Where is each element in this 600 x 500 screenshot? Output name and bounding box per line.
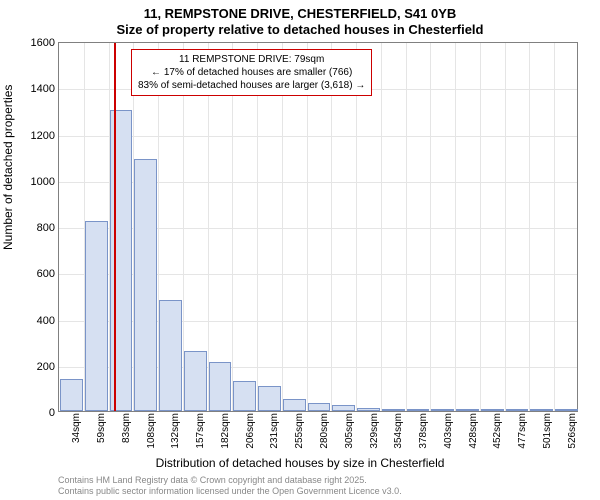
gridline-vertical [208, 43, 209, 411]
plot-area: 0200400600800100012001400160034sqm59sqm8… [58, 42, 578, 412]
x-tick-label: 34sqm [71, 413, 82, 443]
histogram-bar [233, 381, 256, 411]
histogram-bar [456, 409, 479, 411]
chart-title-sub: Size of property relative to detached ho… [0, 22, 600, 37]
histogram-bar [555, 409, 578, 411]
gridline-horizontal [59, 136, 577, 137]
gridline-vertical [381, 43, 382, 411]
x-tick-label: 477sqm [517, 413, 528, 449]
y-tick-label: 1600 [31, 37, 55, 49]
histogram-bar [60, 379, 83, 411]
x-tick-label: 255sqm [294, 413, 305, 449]
gridline-vertical [257, 43, 258, 411]
gridline-vertical [480, 43, 481, 411]
gridline-vertical [406, 43, 407, 411]
x-tick-label: 280sqm [319, 413, 330, 449]
histogram-bar [159, 300, 182, 411]
histogram-bar [258, 386, 281, 411]
gridline-vertical [356, 43, 357, 411]
marker-line [114, 43, 116, 411]
y-tick-label: 0 [49, 407, 55, 419]
histogram-bar [481, 409, 504, 411]
x-tick-label: 231sqm [269, 413, 280, 449]
x-tick-label: 305sqm [344, 413, 355, 449]
histogram-bar [134, 159, 157, 411]
histogram-bar [283, 399, 306, 411]
histogram-bar [184, 351, 207, 411]
annotation-line-3: 83% of semi-detached houses are larger (… [138, 79, 365, 92]
y-tick-label: 200 [37, 361, 55, 373]
histogram-bar [85, 221, 108, 411]
histogram-bar [382, 409, 405, 411]
annotation-box: 11 REMPSTONE DRIVE: 79sqm ← 17% of detac… [131, 49, 372, 96]
y-tick-label: 1000 [31, 176, 55, 188]
x-tick-label: 157sqm [195, 413, 206, 449]
x-tick-label: 83sqm [121, 413, 132, 443]
y-tick-label: 1200 [31, 130, 55, 142]
gridline-vertical [307, 43, 308, 411]
x-tick-label: 329sqm [369, 413, 380, 449]
gridline-vertical [331, 43, 332, 411]
x-axis-label: Distribution of detached houses by size … [0, 456, 600, 470]
histogram-bar [506, 409, 529, 411]
gridline-vertical [529, 43, 530, 411]
histogram-bar [407, 409, 430, 411]
x-tick-label: 378sqm [418, 413, 429, 449]
gridline-vertical [505, 43, 506, 411]
y-axis-label: Number of detached properties [1, 85, 15, 250]
copyright-line-2: Contains public sector information licen… [58, 486, 402, 498]
histogram-bar [431, 409, 454, 411]
y-tick-label: 600 [37, 268, 55, 280]
x-tick-label: 526sqm [567, 413, 578, 449]
x-tick-label: 403sqm [443, 413, 454, 449]
histogram-bar [530, 409, 553, 411]
gridline-vertical [455, 43, 456, 411]
x-tick-label: 182sqm [220, 413, 231, 449]
x-tick-label: 108sqm [146, 413, 157, 449]
gridline-vertical [232, 43, 233, 411]
x-tick-label: 428sqm [468, 413, 479, 449]
histogram-bar [332, 405, 355, 411]
chart-container: 11, REMPSTONE DRIVE, CHESTERFIELD, S41 0… [0, 0, 600, 500]
chart-title-main: 11, REMPSTONE DRIVE, CHESTERFIELD, S41 0… [0, 6, 600, 21]
annotation-line-1: 11 REMPSTONE DRIVE: 79sqm [138, 53, 365, 66]
x-tick-label: 206sqm [245, 413, 256, 449]
copyright-text: Contains HM Land Registry data © Crown c… [58, 475, 402, 498]
gridline-vertical [554, 43, 555, 411]
y-tick-label: 800 [37, 222, 55, 234]
x-tick-label: 501sqm [542, 413, 553, 449]
x-tick-label: 452sqm [492, 413, 503, 449]
gridline-vertical [430, 43, 431, 411]
x-tick-label: 59sqm [96, 413, 107, 443]
histogram-bar [209, 362, 232, 411]
copyright-line-1: Contains HM Land Registry data © Crown c… [58, 475, 402, 487]
histogram-bar [357, 408, 380, 411]
x-tick-label: 354sqm [393, 413, 404, 449]
gridline-vertical [282, 43, 283, 411]
y-tick-label: 1400 [31, 83, 55, 95]
x-tick-label: 132sqm [170, 413, 181, 449]
histogram-bar [308, 403, 331, 411]
annotation-line-2: ← 17% of detached houses are smaller (76… [138, 66, 365, 79]
y-tick-label: 400 [37, 315, 55, 327]
